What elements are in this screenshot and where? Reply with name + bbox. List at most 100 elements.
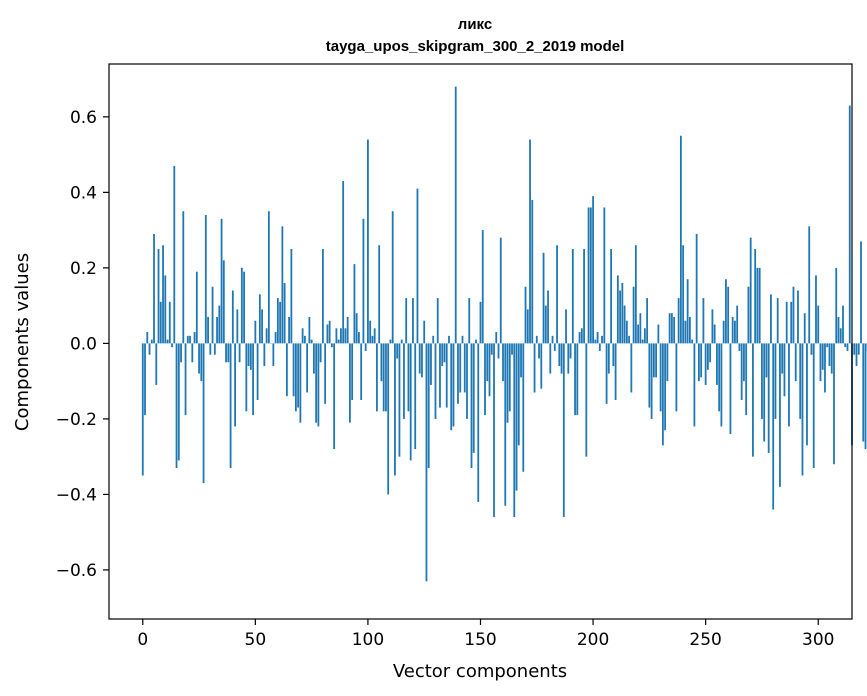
bar [659,343,662,412]
bar [558,343,561,367]
bar [421,343,423,378]
bar [369,320,372,344]
bar [349,343,351,423]
bar [276,298,279,344]
bar [495,332,498,344]
bar [770,294,772,344]
bar [146,332,149,344]
bar [569,343,572,359]
bar [222,260,225,344]
bar [353,264,356,344]
bar [423,320,426,344]
bar [439,343,441,408]
bar [308,316,311,344]
bar [470,343,473,468]
bar [607,343,610,374]
bar [815,275,817,344]
bar [749,237,752,344]
bar [493,343,495,518]
bar [738,343,741,351]
bar [720,343,723,427]
bar [281,226,284,344]
bar [716,343,718,385]
y-axis: −0.6 −0.4 −0.2 0.0 0.2 0.4 0.6 [56,108,109,581]
bar [812,343,815,468]
bar [310,339,313,344]
bar [675,343,678,412]
bar [504,343,507,506]
bar [551,335,554,344]
bar [335,328,338,344]
bar [799,343,802,419]
bars-group [141,86,867,582]
bar [376,343,378,412]
bar [765,343,768,378]
bar [601,335,603,344]
bar [641,339,644,344]
bar [625,320,628,344]
bar [725,279,727,344]
bar [797,290,799,344]
bar [240,267,243,344]
bar [459,343,462,393]
bar [661,343,664,446]
y-tick-label: 0.2 [70,259,97,279]
bar [700,343,703,378]
bar [186,335,189,344]
bar [848,105,851,344]
bar [776,298,779,344]
bar [258,294,261,344]
bar [763,343,766,442]
bar [520,343,522,378]
bar [743,343,745,382]
bar [468,298,471,344]
bar [860,241,862,344]
bar [202,343,205,484]
bar [254,320,257,344]
bar [371,335,374,344]
bar [486,343,489,382]
bar [358,332,360,344]
bar [297,343,300,408]
bar [290,249,293,344]
bar [279,301,282,344]
bar [761,343,763,419]
bar [747,286,750,344]
bar [164,275,167,344]
bar [166,339,169,344]
bar [227,343,230,363]
bar [655,343,658,378]
bar [819,343,822,382]
bar [294,343,297,412]
bar [261,309,263,344]
bar [303,335,306,344]
bar [220,218,223,344]
bar [497,343,500,359]
bar [792,286,795,344]
bar [157,249,160,344]
bar [502,343,504,382]
bar [317,343,320,427]
bar [171,343,173,348]
chart-title: ликс [458,16,492,33]
bar [824,343,826,393]
bar [484,343,486,416]
bar [657,324,660,344]
bar [598,343,601,351]
bar [817,305,820,344]
bar [594,339,597,344]
bar [452,343,455,427]
bar [846,343,849,351]
bar [673,316,676,344]
bar [351,343,354,401]
bar [337,339,340,344]
y-tick-label: −0.6 [56,561,97,581]
bar [682,245,685,344]
bar [576,343,579,416]
bar [864,343,867,450]
y-tick-label: 0.4 [70,183,97,203]
bar [698,343,700,382]
bar [198,343,200,374]
bar [740,343,743,401]
bar [853,343,856,355]
